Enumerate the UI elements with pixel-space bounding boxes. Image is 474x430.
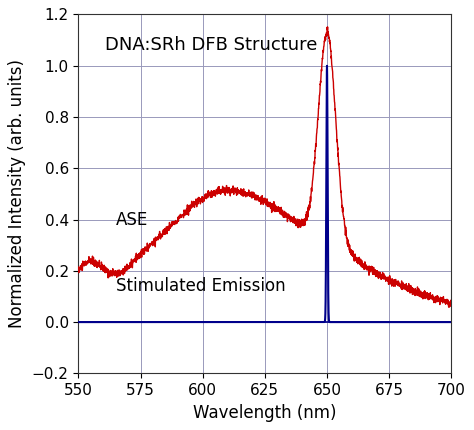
X-axis label: Wavelength (nm): Wavelength (nm)	[193, 404, 337, 422]
Text: DNA:SRh DFB Structure: DNA:SRh DFB Structure	[105, 36, 317, 54]
Y-axis label: Normalized Intensity (arb. units): Normalized Intensity (arb. units)	[9, 59, 27, 329]
Text: Stimulated Emission: Stimulated Emission	[116, 277, 285, 295]
Text: ASE: ASE	[116, 211, 148, 229]
